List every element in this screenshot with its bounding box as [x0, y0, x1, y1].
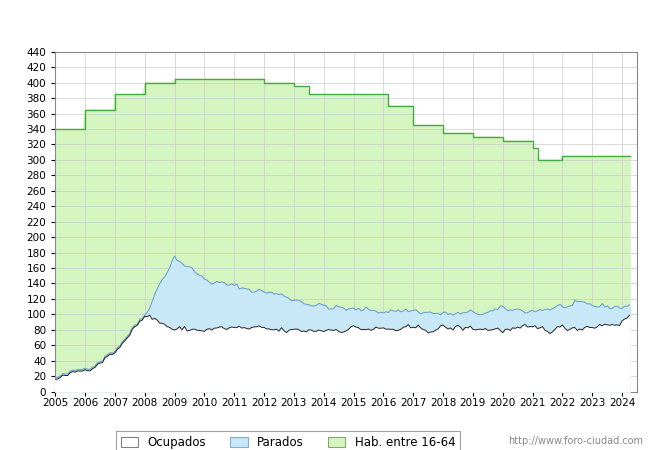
Text: http://www.foro-ciudad.com: http://www.foro-ciudad.com — [508, 436, 644, 446]
Text: Alloza - Evolucion de la poblacion en edad de Trabajar Mayo de 2024: Alloza - Evolucion de la poblacion en ed… — [68, 17, 582, 30]
Legend: Ocupados, Parados, Hab. entre 16-64: Ocupados, Parados, Hab. entre 16-64 — [116, 432, 460, 450]
